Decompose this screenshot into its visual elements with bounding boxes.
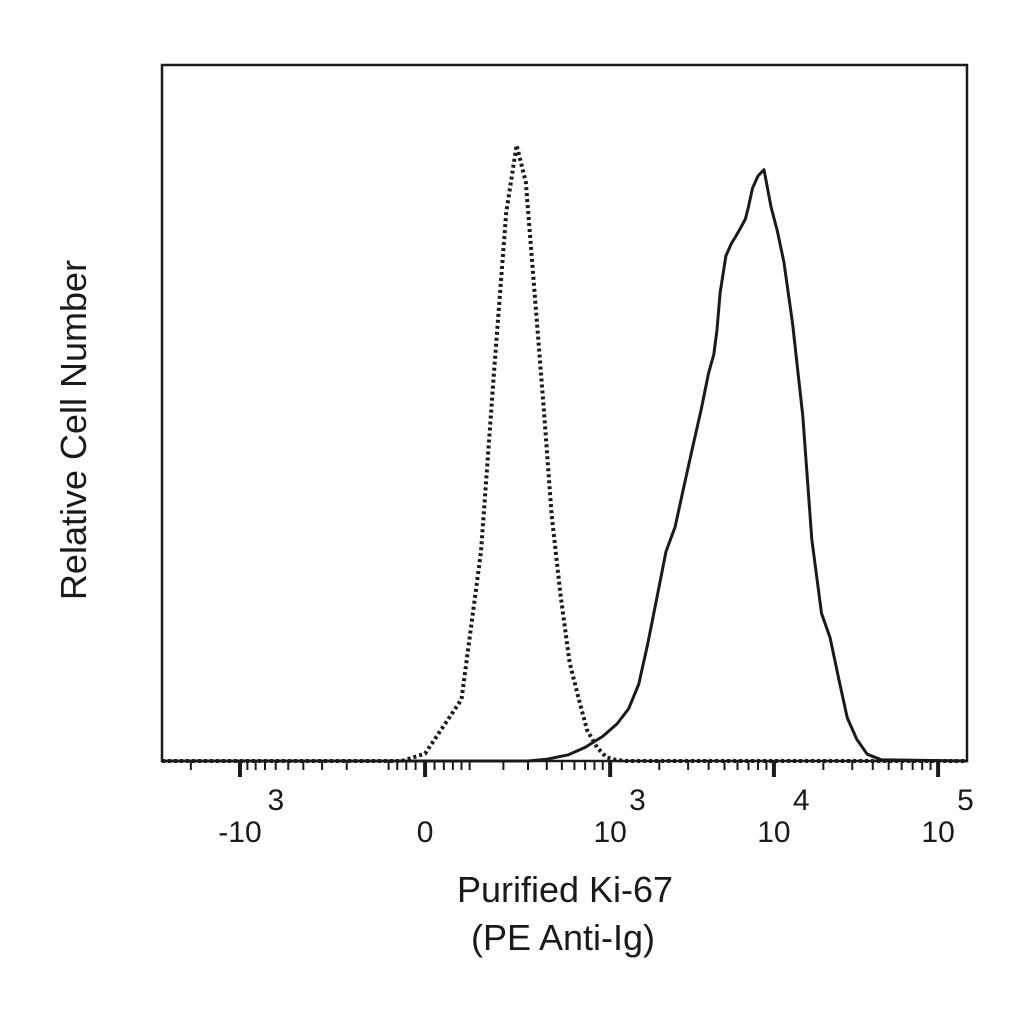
x-tick-exponent-4: 5 (957, 784, 974, 817)
x-axis-label-line-2: (PE Anti-Ig) (471, 917, 655, 958)
series-layer (162, 143, 968, 763)
x-tick-label-4: 10 (921, 816, 954, 849)
series-line-dotted (162, 143, 967, 763)
x-tick-label-1: 0 (417, 816, 434, 849)
x-tick-label-3: 10 (757, 816, 790, 849)
x-tick-exponent-0: 3 (267, 784, 284, 817)
x-axis-ticks (189, 761, 941, 777)
x-axis-label-line-1: Purified Ki-67 (457, 869, 673, 910)
plot-frame (160, 63, 969, 763)
x-tick-label-0: -10 (218, 816, 261, 849)
x-tick-exponent-2: 3 (629, 784, 646, 817)
x-tick-label-2: 10 (593, 816, 626, 849)
series-line-solid (162, 168, 968, 763)
x-tick-exponent-3: 4 (793, 784, 810, 817)
y-axis-label: Relative Cell Number (53, 260, 94, 600)
